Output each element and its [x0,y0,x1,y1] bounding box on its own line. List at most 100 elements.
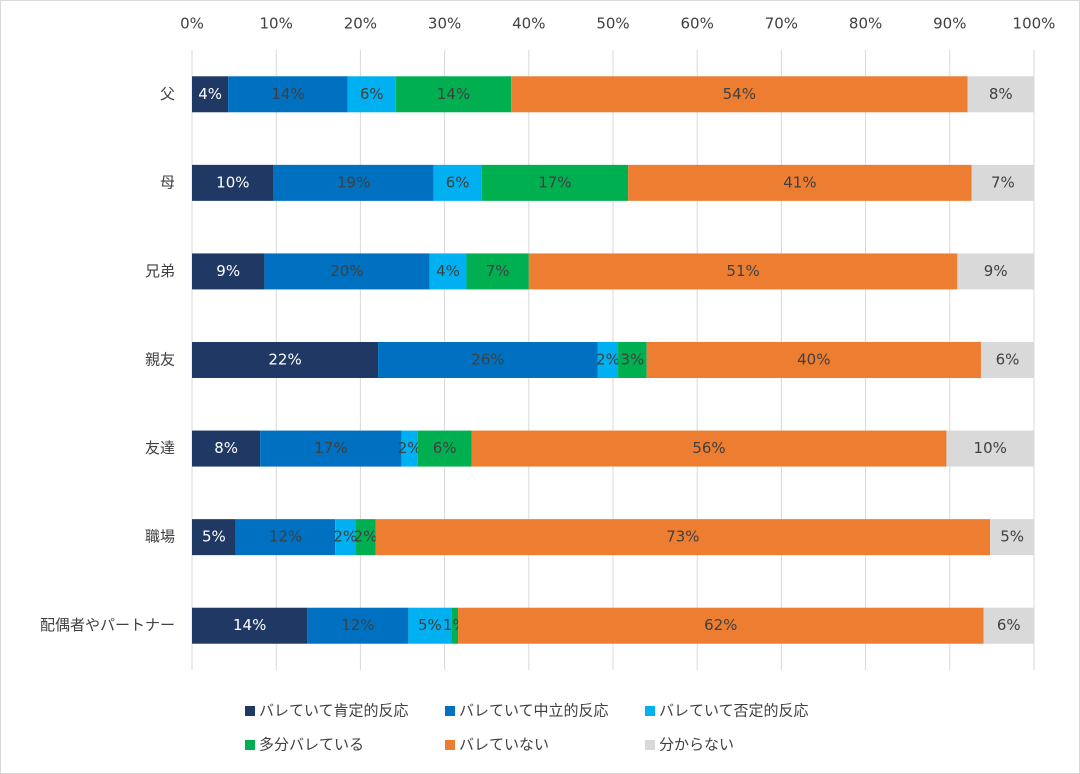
bar-segment [260,430,402,467]
data-label: 17% [314,439,347,457]
data-label: 2% [398,439,422,457]
bar-segment [192,76,229,113]
bar-segment [347,76,396,113]
legend-label: 分からない [659,736,734,754]
bar-segment [967,76,1034,113]
bar-segment [408,607,452,644]
data-label: 2% [596,351,620,369]
bar-segment [433,164,482,201]
data-label: 19% [337,173,370,191]
x-tick-label: 30% [428,15,461,33]
x-tick-label: 20% [344,15,377,33]
data-label: 62% [704,616,737,634]
x-tick-label: 100% [1013,15,1056,33]
data-label: 73% [666,528,699,546]
bar-segment [235,519,336,556]
bar-segment [375,519,991,556]
x-tick-label: 10% [260,15,293,33]
bar-segment [980,342,1034,378]
y-tick-label: 母 [160,173,175,191]
x-tick-label: 90% [933,15,966,33]
y-tick-label: 職場 [145,528,175,546]
data-label: 22% [268,351,301,369]
x-tick-label: 40% [512,15,545,33]
bar-segment [646,342,981,378]
bar-segment [451,607,459,644]
bar-segment [264,253,430,290]
bar-segment [481,164,629,201]
data-label: 6% [433,439,457,457]
data-label: 8% [214,439,238,457]
bar-segment [971,164,1034,201]
bar-segment [273,164,434,201]
bar-segment [471,430,947,467]
y-tick-label: 兄弟 [145,262,175,280]
x-tick-label: 50% [596,15,629,33]
legend-label: 多分バレている [259,736,364,754]
data-label: 12% [341,616,374,634]
bar-segment [946,430,1034,467]
bar-segment [192,607,308,644]
data-label: 12% [269,528,302,546]
bar-segment [458,607,984,644]
legend-swatch [445,740,455,750]
bar-segment [983,607,1034,644]
bar-segment [192,253,265,290]
data-label: 5% [418,616,442,634]
data-label: 3% [620,351,644,369]
y-tick-label: 配偶者やパートナー [40,616,175,634]
legend-swatch [645,706,655,716]
data-label: 4% [436,262,460,280]
data-label: 6% [997,616,1021,634]
bar-segment [429,253,467,290]
legend-label: バレていて中立的反応 [459,702,609,720]
bar-segment [192,164,274,201]
bar-segment [417,430,472,467]
data-label: 17% [538,173,571,191]
x-tick-label: 0% [180,15,204,33]
legend-label: バレていない [459,736,549,754]
bar-segment [307,607,409,644]
data-label: 54% [723,85,756,103]
legend-swatch [445,706,455,716]
bar-segment [401,430,418,467]
bar-segment [192,342,379,378]
bar-segment [395,76,512,113]
y-tick-label: 父 [160,85,175,103]
legend-swatch [245,740,255,750]
data-label: 51% [726,262,759,280]
data-label: 9% [216,262,240,280]
bar-segment [628,164,972,201]
legend-swatch [645,740,655,750]
data-label: 7% [991,173,1015,191]
data-label: 2% [354,528,378,546]
x-tick-label: 60% [681,15,714,33]
data-label: 6% [996,351,1020,369]
data-label: 5% [1000,528,1024,546]
data-label: 10% [216,173,249,191]
data-label: 14% [437,85,470,103]
legend-swatch [245,706,255,716]
bar-segment [597,342,619,378]
data-label: 26% [471,351,504,369]
bar-segment [228,76,348,113]
bar-segment [335,519,356,556]
data-label: 5% [202,528,226,546]
data-label: 20% [330,262,363,280]
bar-segment [511,76,968,113]
bar-segment [618,342,647,378]
legend-label: バレていて肯定的反応 [259,702,409,720]
data-label: 6% [446,173,470,191]
data-label: 40% [797,351,830,369]
x-tick-label: 80% [849,15,882,33]
legend-label: バレていて否定的反応 [659,702,809,720]
data-label: 7% [486,262,510,280]
bar-segment [192,519,236,556]
data-label: 41% [783,173,816,191]
data-label: 14% [271,85,304,103]
y-tick-label: 親友 [145,351,175,369]
bar-segment [192,430,261,467]
data-label: 14% [233,616,266,634]
